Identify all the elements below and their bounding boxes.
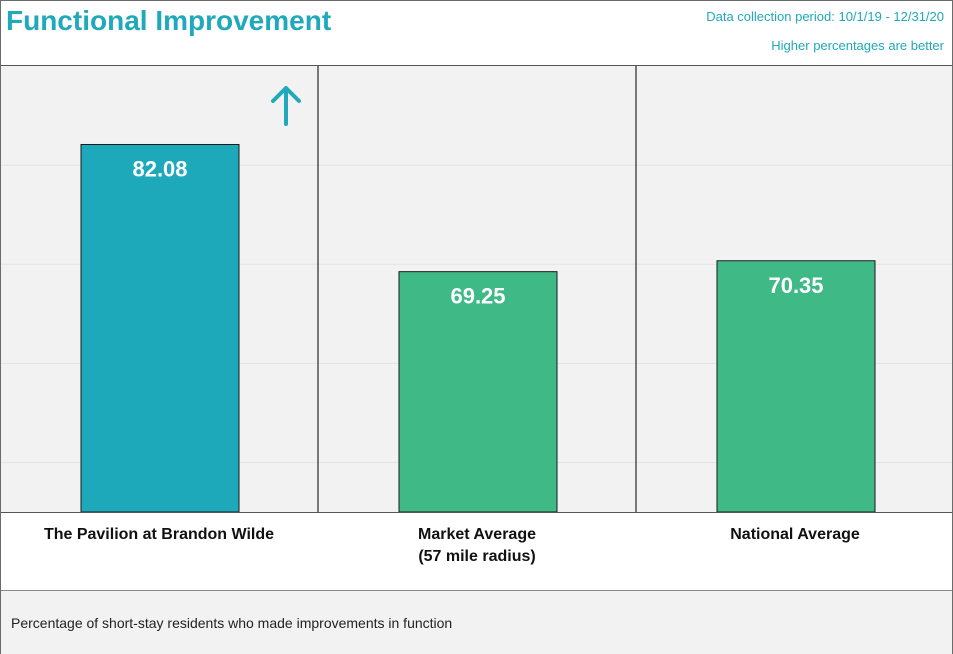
category-label-national-average: National Average: [645, 524, 945, 546]
bar-chart: 82.08 69.25 70.35: [1, 66, 952, 512]
chart-title: Functional Improvement: [6, 5, 332, 36]
footer-panel: Percentage of short-stay residents who m…: [1, 590, 952, 654]
category-label-line: (57 mile radius): [418, 548, 536, 565]
bar-2: [716, 260, 876, 512]
category-label-line: The Pavilion at Brandon Wilde: [43, 526, 275, 543]
up-arrow-head-icon: [271, 86, 301, 103]
category-label-line: National Average: [730, 526, 860, 543]
data-collection-period: Data collection period: 10/1/19 - 12/31/…: [706, 9, 944, 24]
category-label-line: Market Average: [418, 526, 536, 543]
bar-0: [80, 143, 240, 512]
data-label-1: 69.25: [450, 284, 505, 309]
category-label-facility: The Pavilion at Brandon Wilde: [9, 524, 309, 546]
measure-description: Percentage of short-stay residents who m…: [11, 615, 453, 631]
data-label-0: 82.08: [132, 156, 187, 181]
data-label-2: 70.35: [768, 273, 823, 298]
plot-area: 82.08 69.25 70.35: [1, 65, 952, 513]
category-label-market-average: Market Average (57 mile radius): [327, 524, 627, 568]
bar-1: [398, 271, 558, 512]
interpretation-hint: Higher percentages are better: [771, 38, 944, 53]
